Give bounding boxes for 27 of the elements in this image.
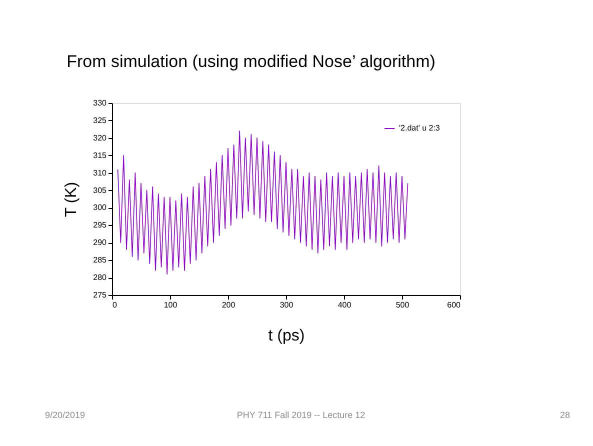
x-tick-label: 0 bbox=[112, 300, 118, 310]
x-tick-label: 600 bbox=[447, 300, 462, 310]
y-tick-label: 280 bbox=[93, 273, 108, 282]
x-tick-label: 500 bbox=[396, 300, 410, 310]
y-axis-title: T (K) bbox=[63, 182, 80, 218]
y-tick-label: 315 bbox=[93, 150, 108, 160]
chart-title: From simulation (using modified Nose’ algorithm) bbox=[66, 52, 436, 71]
x-tick-label: 400 bbox=[338, 300, 352, 310]
line-series bbox=[117, 130, 408, 274]
x-tick-label: 300 bbox=[280, 300, 294, 310]
y-tick-label: 325 bbox=[93, 116, 108, 125]
text: 28 bbox=[560, 410, 570, 420]
y-tick-label: 275 bbox=[93, 290, 108, 300]
x-axis-title: t (ps) bbox=[268, 328, 305, 344]
x-tick-label: 200 bbox=[222, 300, 236, 310]
x-tick-label: 100 bbox=[164, 300, 178, 310]
y-tick-label: 330 bbox=[93, 98, 108, 108]
y-tick-label: 305 bbox=[93, 186, 108, 195]
legend-label: '2.dat' u 2:3 bbox=[399, 124, 440, 132]
text: 9/20/2019 bbox=[45, 410, 86, 420]
text: PHY 711 Fall 2019 -- Lecture 12 bbox=[236, 410, 366, 420]
y-tick-label: 295 bbox=[93, 220, 108, 230]
y-tick-label: 300 bbox=[93, 203, 108, 212]
y-tick-label: 290 bbox=[93, 238, 108, 248]
y-tick-label: 285 bbox=[93, 256, 108, 265]
y-tick-label: 310 bbox=[93, 168, 108, 178]
y-tick-label: 320 bbox=[93, 133, 108, 142]
